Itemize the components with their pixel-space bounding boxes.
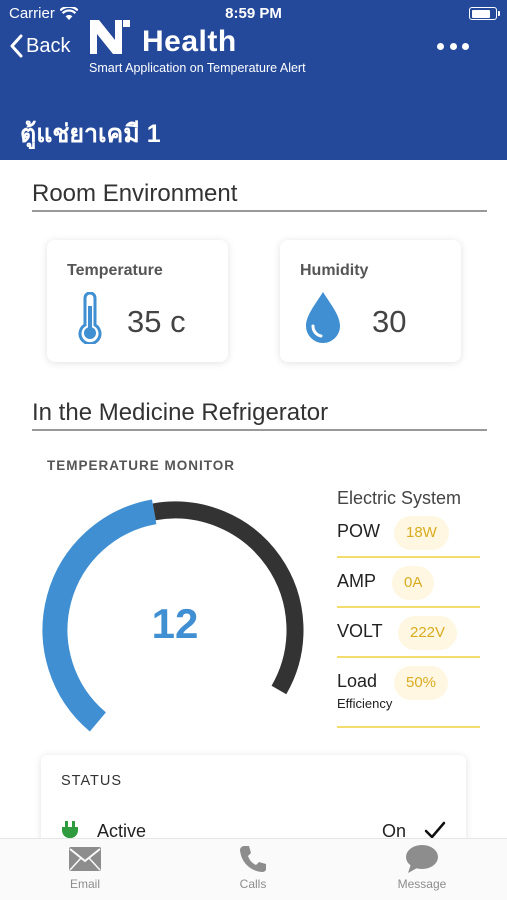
- battery-icon: [469, 7, 500, 20]
- tab-message[interactable]: Message: [367, 845, 477, 891]
- status-title: STATUS: [61, 773, 123, 789]
- bottom-tab-bar: Email Calls Message: [0, 838, 507, 900]
- plug-icon: [62, 821, 78, 841]
- dot-icon: [449, 42, 457, 50]
- status-value: On: [381, 821, 406, 841]
- status-bar: Carrier 8:59 PM: [0, 4, 507, 24]
- electric-row-power: POW 18W: [337, 508, 480, 558]
- app-logo-icon: [90, 20, 130, 54]
- gauge-track: [152, 501, 304, 695]
- room-section-title: Room Environment: [32, 180, 238, 207]
- gauge-fill: [42, 499, 157, 732]
- electric-value: 50%: [394, 666, 449, 700]
- tab-label: Email: [69, 877, 100, 891]
- fridge-section-title: In the Medicine Refrigerator: [32, 399, 329, 426]
- section-divider: [32, 210, 487, 212]
- tab-label: Message: [397, 877, 447, 891]
- carrier-info: Carrier: [9, 5, 78, 22]
- temperature-card: Temperature 35 c: [47, 240, 228, 362]
- brand-tagline: Smart Application on Temperature Alert: [89, 61, 306, 75]
- electric-value: 18W: [394, 516, 449, 550]
- back-label: Back: [26, 34, 71, 57]
- tab-calls[interactable]: Calls: [198, 846, 308, 891]
- temperature-gauge: [42, 499, 304, 732]
- tab-email[interactable]: Email: [30, 847, 140, 891]
- gauge-value: 12: [151, 600, 199, 647]
- more-options-button[interactable]: [437, 40, 469, 52]
- electric-name: VOLT: [337, 621, 383, 641]
- electric-name: Load: [337, 671, 378, 691]
- back-button[interactable]: Back: [10, 34, 70, 58]
- checkmark-icon[interactable]: [424, 820, 446, 840]
- electric-row-voltage: VOLT 222V: [337, 608, 480, 658]
- electric-value: 222V: [398, 616, 458, 650]
- water-drop-icon: [306, 292, 340, 343]
- thermometer-icon: [78, 292, 102, 344]
- brand-name: Health: [142, 25, 237, 58]
- electric-system-title: Electric System: [337, 488, 462, 508]
- temperature-monitor-label: TEMPERATURE MONITOR: [47, 458, 236, 473]
- status-row-active: Active On: [61, 819, 446, 845]
- temperature-value: 35 c: [127, 304, 186, 339]
- electric-row-ampere: AMP 0A: [337, 558, 480, 608]
- section-divider: [32, 429, 487, 431]
- electric-name: AMP: [337, 571, 377, 591]
- clock: 8:59 PM: [225, 5, 282, 22]
- temperature-label: Temperature: [67, 262, 163, 279]
- chevron-left-icon: [10, 34, 23, 58]
- envelope-icon: [69, 847, 101, 871]
- dot-icon: [462, 42, 469, 50]
- app-header: Carrier 8:59 PM Back Health Smart Applic…: [0, 0, 507, 160]
- humidity-card: Humidity 30: [280, 240, 461, 362]
- carrier-name: Carrier: [9, 5, 55, 22]
- humidity-label: Humidity: [300, 262, 369, 279]
- phone-icon: [240, 846, 266, 872]
- dot-icon: [437, 42, 444, 50]
- status-name: Active: [97, 821, 147, 841]
- tab-label: Calls: [239, 877, 267, 891]
- page-title: ตู้แช่ยาเคมี 1: [20, 120, 161, 148]
- battery-level: [471, 9, 490, 18]
- electric-name: POW: [337, 521, 380, 541]
- electric-row-load: Load Efficiency 50%: [337, 658, 480, 728]
- electric-sub-label: Efficiency: [337, 696, 393, 711]
- wifi-icon: [59, 7, 78, 20]
- humidity-value: 30: [372, 304, 407, 339]
- electric-value: 0A: [392, 566, 435, 600]
- chat-bubble-icon: [406, 845, 438, 873]
